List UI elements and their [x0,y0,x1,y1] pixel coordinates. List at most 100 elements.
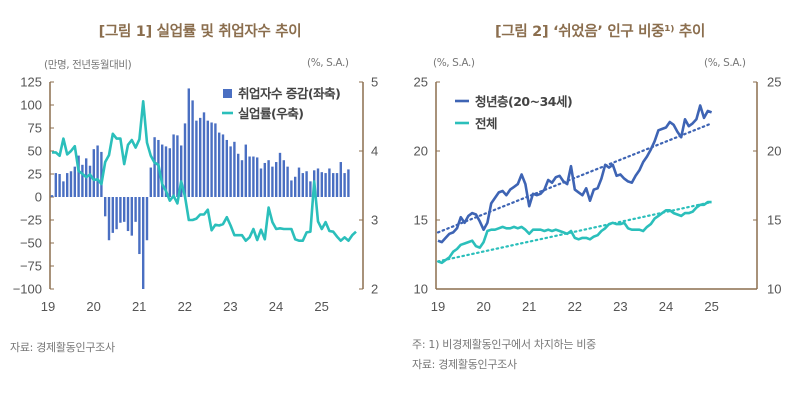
bar-employment-change [259,168,263,197]
bar-employment-change [81,164,84,197]
bar-employment-change [69,171,73,197]
bar-employment-change [214,123,217,197]
bar-employment-change [320,172,323,197]
left-axis-tick-label: 0 [35,190,42,205]
bar-employment-change [332,173,335,197]
bar-employment-change [339,162,342,197]
left-axis-tick-label: 100 [20,98,42,113]
bar-employment-change [115,197,118,230]
bar-employment-change [305,171,308,197]
bar-employment-change [343,173,346,197]
bar-employment-change [123,197,126,222]
bar-employment-change [233,141,236,197]
x-axis-tick-label: 19 [431,299,445,314]
bar-employment-change [73,166,76,197]
bar-employment-change [126,197,130,232]
figure2-title: [그림 2] ‘쉬었음’ 인구 비중¹⁾ 추이 [495,24,705,40]
bar-employment-change [180,145,183,197]
legend-label-total: 전체 [475,116,497,131]
bar-employment-change [134,197,137,222]
bar-employment-change [164,146,168,197]
bar-employment-change [252,156,255,197]
bar-employment-change [62,181,65,197]
x-axis-tick-label: 22 [568,299,582,314]
left-axis-tick-label: −100 [13,282,42,297]
bar-employment-change [225,139,228,197]
bar-employment-change [218,132,221,197]
bar-employment-change [54,173,57,197]
bar-employment-change [256,157,259,197]
left-axis-tick-label: 25 [414,75,428,90]
legend-label-unemployment: 실업률(우축) [238,106,303,121]
bar-employment-change [161,144,164,197]
left-axis-tick-label: −25 [20,213,42,228]
figure2-right-unit: (%, S.A.) [704,57,746,69]
x-axis-tick-label: 20 [476,299,490,314]
x-axis-tick-label: 20 [86,299,100,314]
x-axis-tick-label: 25 [704,299,718,314]
bar-employment-change [309,181,312,197]
bar-employment-change [202,112,206,197]
bar-employment-change [176,135,179,197]
bar-employment-change [104,197,107,217]
left-axis-tick-label: 125 [20,75,42,90]
bar-employment-change [278,152,282,197]
bar-employment-change [347,169,350,197]
bar-employment-change [130,197,133,236]
bar-employment-change [297,167,301,197]
bar-employment-change [191,100,194,197]
bar-employment-change [244,144,247,197]
left-axis-tick-label: −50 [20,236,42,251]
bar-employment-change [96,145,99,197]
bar-employment-change [119,197,122,223]
bar-employment-change [206,120,209,197]
trendline-total [436,200,713,263]
bar-employment-change [324,173,327,197]
bar-employment-change [88,165,92,197]
bar-employment-change [221,134,225,197]
line-unemployment-rate [52,100,357,242]
bar-employment-change [187,88,190,197]
bar-employment-change [294,176,297,197]
left-axis-tick-label: 25 [28,167,42,182]
bar-employment-change [263,162,266,197]
bar-employment-change [271,166,274,197]
bar-employment-change [77,155,80,197]
bar-employment-change [66,173,69,197]
bar-employment-change [145,197,149,241]
right-axis-tick-label: 25 [767,75,781,90]
right-axis-tick-label: 20 [767,144,781,159]
bar-employment-change [301,173,304,197]
bar-employment-change [168,148,171,197]
right-axis-tick-label: 4 [371,144,378,159]
bar-employment-change [229,146,232,197]
bar-employment-change [195,120,198,197]
bar-employment-change [107,197,111,241]
bar-employment-change [92,149,95,197]
left-axis-tick-label: 50 [28,144,42,159]
bar-employment-change [275,162,278,197]
bar-employment-change [282,160,285,197]
left-axis-tick-label: 20 [414,144,428,159]
x-axis-tick-label: 21 [132,299,146,314]
left-axis-tick-label: 10 [414,282,428,297]
bar-employment-change [50,195,54,197]
bar-employment-change [153,137,156,197]
figure1-source: 자료: 경제활동인구조사 [10,341,115,354]
trendline-youth [436,122,713,234]
x-axis-tick-label: 21 [522,299,536,314]
bar-employment-change [138,197,141,255]
x-axis-tick-label: 19 [41,299,55,314]
right-axis-tick-label: 10 [767,282,781,297]
bar-employment-change [183,123,187,197]
bar-employment-change [290,180,293,197]
figure2-source: 자료: 경제활동인구조사 [412,358,517,371]
legend-swatch-bar [223,89,232,98]
left-axis-tick-label: 75 [28,121,42,136]
figure1-chart: 125 100 75 50 25 0 −25 −50 −75 −100 5 4 3 2 19 20 21 22 23… [13,75,379,315]
figure1-right-unit: (%, S.A.) [307,57,349,69]
bar-employment-change [58,174,61,197]
bar-employment-change [237,153,240,197]
bar-employment-change [100,151,103,197]
bar-employment-change [149,167,152,197]
